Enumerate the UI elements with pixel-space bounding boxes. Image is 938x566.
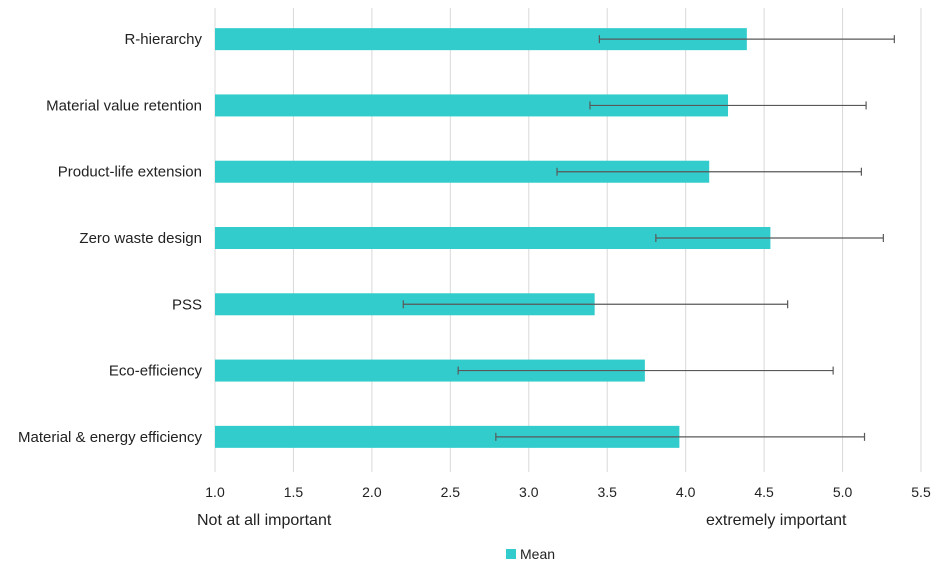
x-tick-label: 4.5 [754, 484, 774, 500]
x-tick-label: 1.5 [284, 484, 304, 500]
x-axis-anchor-high: extremely important [706, 512, 847, 529]
x-tick-label: 2.5 [441, 484, 461, 500]
error-bars [402, 35, 895, 441]
x-tick-label: 5.5 [911, 484, 931, 500]
x-tick-label: 5.0 [833, 484, 853, 500]
bar [215, 359, 645, 382]
legend-swatch-mean [506, 549, 516, 559]
x-tick-label: 1.0 [205, 484, 225, 500]
category-label: Material & energy efficiency [18, 429, 202, 446]
category-label: Eco-efficiency [109, 363, 203, 380]
bar [215, 227, 771, 249]
bar [215, 425, 680, 448]
legend-label-mean: Mean [520, 546, 556, 562]
category-label: R-hierarchy [124, 31, 202, 48]
x-tick-label: 2.0 [362, 484, 382, 500]
category-label: PSS [172, 296, 202, 313]
legend: Mean [506, 546, 555, 562]
category-label: Product-life extension [58, 164, 202, 181]
x-tick-label: 3.5 [597, 484, 617, 500]
category-label: Material value retention [46, 97, 202, 114]
category-label: Zero waste design [79, 230, 202, 247]
x-tick-label: 3.0 [519, 484, 539, 500]
x-tick-label: 4.0 [676, 484, 696, 500]
x-tick-labels: 1.0 1.5 2.0 2.5 3.0 3.5 4.0 4.5 5.0 5.5 [205, 484, 931, 500]
category-labels: R-hierarchy Material value retention Produ… [18, 31, 202, 446]
bar [215, 28, 747, 51]
bar-chart: R-hierarchy Material value retention Produ… [18, 8, 931, 500]
bar [215, 94, 729, 117]
x-axis-anchor-low: Not at all important [197, 512, 332, 529]
bars [215, 28, 771, 448]
bar [215, 160, 710, 183]
